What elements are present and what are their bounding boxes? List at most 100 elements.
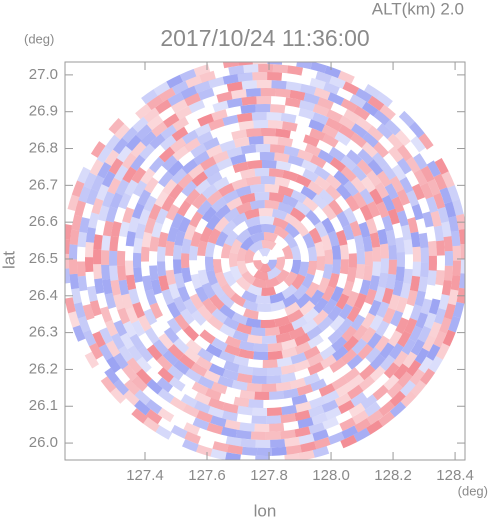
radar-cell xyxy=(267,407,283,416)
y-axis-label: lat xyxy=(0,251,18,269)
radar-cell xyxy=(275,88,291,98)
radar-cell xyxy=(224,419,241,431)
radar-cell xyxy=(183,224,197,241)
radar-cell xyxy=(250,326,266,337)
radar-cell xyxy=(422,211,434,228)
radar-cell xyxy=(157,407,175,423)
radar-cell xyxy=(272,64,289,74)
radar-cell xyxy=(369,353,386,371)
radar-cell xyxy=(270,300,286,312)
radar-cell xyxy=(274,152,290,163)
radar-cell xyxy=(248,399,264,408)
radar-cell xyxy=(161,155,178,171)
radar-cell xyxy=(256,79,272,89)
radar-cell xyxy=(126,357,142,374)
radar-cell xyxy=(233,355,249,367)
radar-cell xyxy=(460,243,465,259)
radar-cell xyxy=(395,266,405,282)
radar-cell xyxy=(263,135,279,145)
radar-cell xyxy=(274,256,286,272)
radar-cell xyxy=(339,417,356,432)
radar-cell xyxy=(367,159,384,176)
radar-cell xyxy=(208,397,225,411)
radar-cell xyxy=(125,134,142,151)
radar-cell xyxy=(321,217,336,234)
radar-cell xyxy=(366,170,382,187)
radar-cell xyxy=(132,252,142,268)
radar-cell xyxy=(409,275,421,292)
radar-cell xyxy=(437,255,445,270)
radar-cell xyxy=(254,391,270,400)
radar-cell xyxy=(343,180,359,197)
radar-cell xyxy=(267,350,283,360)
radar-cell xyxy=(141,89,158,105)
radar-cell xyxy=(353,105,371,121)
radar-cell xyxy=(68,311,81,328)
radar-cell xyxy=(258,247,271,257)
radar-cell xyxy=(420,298,433,315)
radar-cell xyxy=(308,405,325,418)
radar-cell xyxy=(191,310,207,326)
radar-cell xyxy=(72,325,86,342)
radar-cell xyxy=(310,378,327,392)
radar-cell xyxy=(324,249,334,265)
radar-cell xyxy=(189,211,204,228)
radar-cell xyxy=(409,368,425,386)
radar-cell xyxy=(266,375,282,384)
radar-cell xyxy=(65,223,73,240)
radar-cell xyxy=(131,408,148,424)
radar-cell xyxy=(267,62,283,65)
radar-cell xyxy=(157,367,174,383)
radar-cell xyxy=(289,326,306,340)
x-axis-label: lon xyxy=(254,501,277,520)
radar-cell xyxy=(423,312,437,329)
radar-cell xyxy=(65,238,71,254)
radar-cell xyxy=(196,131,214,145)
radar-cell xyxy=(65,268,71,284)
radar-cell xyxy=(369,314,384,332)
radar-cell xyxy=(205,388,222,401)
radar-cell xyxy=(165,269,176,286)
radar-cell xyxy=(365,347,381,364)
radar-cell xyxy=(391,164,407,181)
radar-cell xyxy=(207,406,225,419)
radar-cell xyxy=(372,384,389,401)
radar-cell xyxy=(376,301,390,318)
radar-cell xyxy=(364,84,381,99)
radar-cell xyxy=(69,273,80,290)
radar-cell xyxy=(324,65,341,79)
radar-cell xyxy=(297,417,314,429)
radar-cell xyxy=(244,216,261,229)
radar-cell xyxy=(443,265,453,281)
radar-cell xyxy=(229,238,243,255)
radar-cell xyxy=(245,128,262,138)
y-tick-label: 26.2 xyxy=(29,360,58,377)
radar-cell xyxy=(173,359,190,375)
radar-cell xyxy=(134,389,151,406)
radar-cell xyxy=(359,204,374,221)
radar-cell xyxy=(392,280,404,297)
radar-cell xyxy=(167,344,184,360)
radar-cell xyxy=(155,425,173,440)
radar-cell xyxy=(201,206,217,223)
radar-cell xyxy=(97,162,112,179)
radar-cell xyxy=(206,422,223,435)
radar-cell xyxy=(235,276,251,292)
radar-cell xyxy=(367,95,385,111)
radar-cell xyxy=(194,286,209,303)
radar-cell xyxy=(212,100,229,113)
radar-cell xyxy=(211,197,227,213)
radar-cell xyxy=(183,298,198,315)
radar-cell xyxy=(444,251,454,266)
radar-cell xyxy=(379,342,395,359)
radar-cell xyxy=(235,429,252,440)
radar-cell xyxy=(428,355,443,373)
radar-cell xyxy=(143,417,160,433)
radar-cell xyxy=(413,153,428,170)
radar-cell xyxy=(185,338,202,355)
radar-cell xyxy=(189,293,204,310)
radar-cell xyxy=(253,269,269,281)
radar-cell xyxy=(278,185,294,198)
radar-cell xyxy=(240,104,256,114)
radar-cell xyxy=(385,229,397,246)
